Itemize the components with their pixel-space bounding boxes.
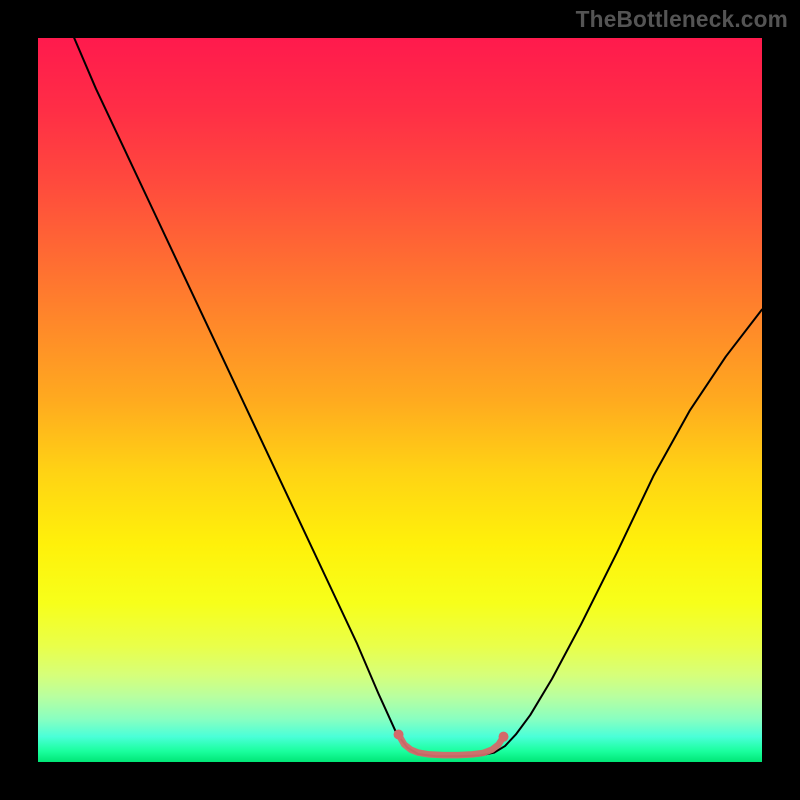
optimal-region-endpoint	[394, 729, 404, 739]
plot-area	[38, 38, 762, 762]
chart-frame: TheBottleneck.com	[0, 0, 800, 800]
watermark-text: TheBottleneck.com	[576, 6, 788, 33]
chart-svg	[38, 38, 762, 762]
gradient-background	[38, 38, 762, 762]
optimal-region-endpoint	[499, 732, 509, 742]
